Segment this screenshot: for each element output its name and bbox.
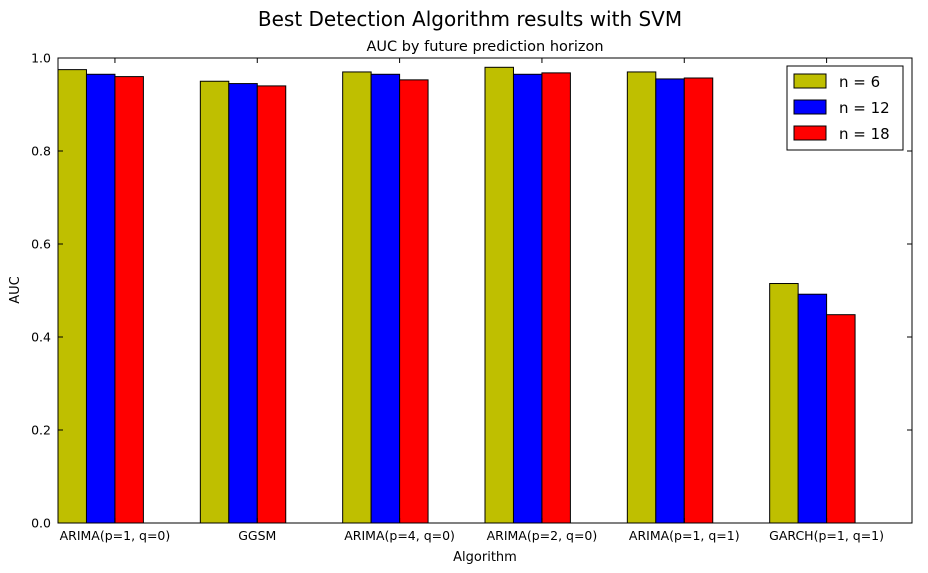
y-tick-label: 0.4: [31, 330, 51, 345]
bar: [484, 66, 514, 524]
legend-swatch: [793, 73, 827, 89]
plot-frame: [57, 57, 913, 524]
bar: [342, 71, 372, 524]
bar: [370, 73, 401, 524]
bar: [541, 72, 571, 524]
x-tick-label: GGSM: [238, 528, 276, 543]
x-tick-label: ARIMA(p=4, q=0): [344, 528, 455, 543]
legend-label: n = 18: [839, 125, 890, 143]
bar: [399, 79, 429, 524]
bars-group: [57, 66, 856, 524]
bar: [683, 77, 714, 524]
legend: n = 6 n = 12 n = 18: [786, 65, 904, 151]
y-tick-label: 0.2: [31, 423, 51, 438]
legend-label: n = 12: [839, 99, 890, 117]
x-tick-label: ARIMA(p=1, q=0): [60, 528, 171, 543]
x-tick-label: ARIMA(p=2, q=0): [487, 528, 598, 543]
bar: [826, 314, 856, 524]
bar: [114, 76, 144, 524]
legend-swatch: [793, 125, 827, 141]
y-axis-label: AUC: [8, 276, 23, 304]
bar: [57, 69, 87, 524]
x-axis: ARIMA(p=1, q=0) GGSM ARIMA(p=4, q=0) ARIMA(…: [60, 58, 884, 543]
bar: [769, 283, 799, 524]
chart-subtitle: AUC by future prediction horizon: [366, 39, 603, 55]
y-tick-label: 1.0: [31, 51, 51, 66]
bar: [512, 73, 543, 524]
bar: [228, 83, 258, 524]
x-tick-label: ARIMA(p=1, q=1): [629, 528, 740, 543]
y-tick-label: 0.0: [31, 516, 51, 531]
bar: [655, 78, 685, 524]
y-tick-label: 0.8: [31, 144, 51, 159]
y-axis: 0.0 0.2 0.4 0.6 0.8 1.0: [31, 51, 912, 531]
bar: [199, 80, 230, 524]
x-tick-label: GARCH(p=1, q=1): [769, 528, 884, 543]
bar: [85, 73, 116, 524]
legend-swatch: [793, 99, 827, 115]
x-axis-label: Algorithm: [453, 550, 517, 565]
legend-label: n = 6: [839, 73, 880, 91]
bar: [626, 71, 657, 524]
bar: [797, 293, 828, 524]
chart-title: Best Detection Algorithm results with SV…: [258, 7, 682, 31]
y-tick-label: 0.6: [31, 237, 51, 252]
bar: [256, 85, 287, 524]
